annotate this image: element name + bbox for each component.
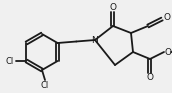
- Text: O: O: [164, 48, 171, 57]
- Text: O: O: [164, 12, 170, 21]
- Text: O: O: [147, 73, 153, 82]
- Text: Cl: Cl: [5, 57, 14, 65]
- Text: N: N: [92, 36, 98, 44]
- Text: O: O: [110, 3, 116, 12]
- Text: Cl: Cl: [41, 81, 49, 89]
